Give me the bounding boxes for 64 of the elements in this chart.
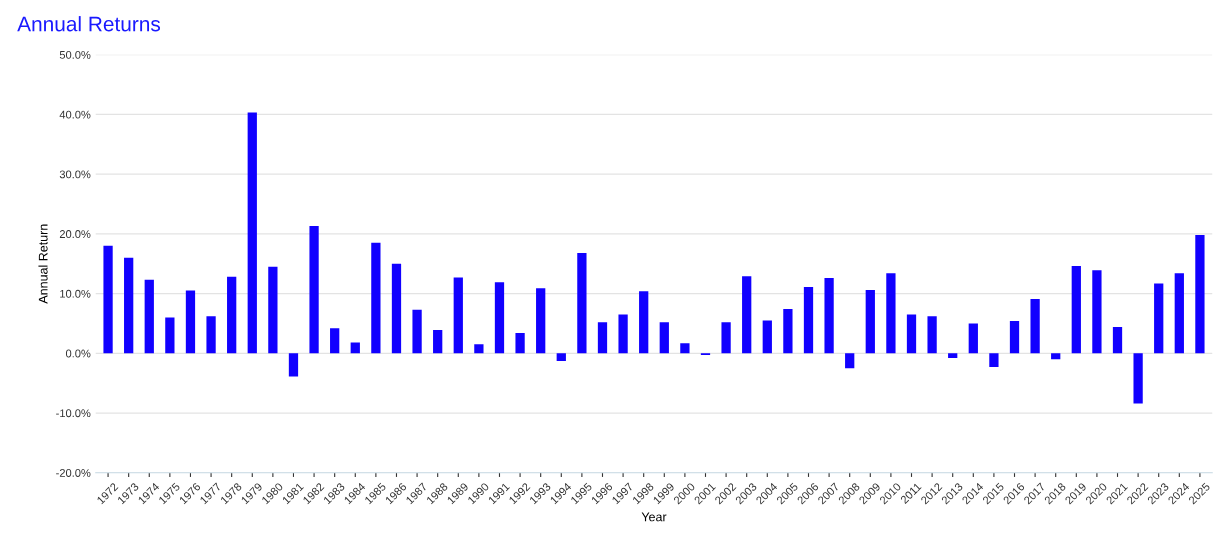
bar [247,112,257,354]
chart-title: Annual Returns [17,16,161,32]
x-axis-title: Year [641,512,667,522]
y-tick-label: 50.0% [59,50,91,59]
bar [515,332,525,354]
bar [391,263,402,354]
y-tick-label: 0.0% [65,349,91,358]
bar [268,266,278,354]
bar [1154,283,1164,354]
bar [1195,235,1205,354]
bar [597,322,608,354]
bar [886,273,896,354]
bar [783,309,793,354]
y-tick-label: 30.0% [59,170,91,179]
bar [906,314,917,354]
bar [680,343,690,354]
bar [309,226,319,354]
bar [1112,327,1123,354]
bar [103,245,113,354]
bar [1030,298,1040,354]
bar [639,291,649,354]
bar [165,317,175,354]
bar [845,353,855,369]
bar [1051,353,1061,360]
y-tick-label: 40.0% [59,110,91,119]
bar [433,330,443,354]
bar [1092,270,1102,354]
bar [618,314,628,354]
bar [948,353,958,359]
bar [1133,353,1143,404]
bar [494,282,505,354]
y-tick-label: 10.0% [60,289,91,298]
bar [659,322,669,354]
bar [968,323,978,354]
bar [206,316,216,354]
y-axis-title: Annual Return [38,224,48,304]
bar [412,309,422,354]
bar [742,276,752,354]
bar [865,289,875,354]
bar [350,342,360,354]
bar [1174,273,1184,354]
bar [288,353,299,377]
bar [927,316,937,354]
bar [824,278,834,354]
bar [330,328,340,354]
bar [1009,321,1020,354]
bar [803,287,814,354]
y-tick-label: 20.0% [59,230,91,238]
bar [989,353,999,368]
bar [721,322,731,354]
bar [453,277,463,354]
bar [762,320,772,354]
y-tick-label: -10.0% [56,409,91,418]
bar [556,353,566,362]
bar [474,344,484,354]
bar [1071,266,1081,354]
bar [144,279,154,354]
bar [536,288,546,354]
bar [577,252,587,354]
y-tick-label: -20.0% [56,469,91,477]
bar [185,290,196,354]
bar [124,257,134,354]
bar [371,242,381,354]
bar [227,276,237,354]
